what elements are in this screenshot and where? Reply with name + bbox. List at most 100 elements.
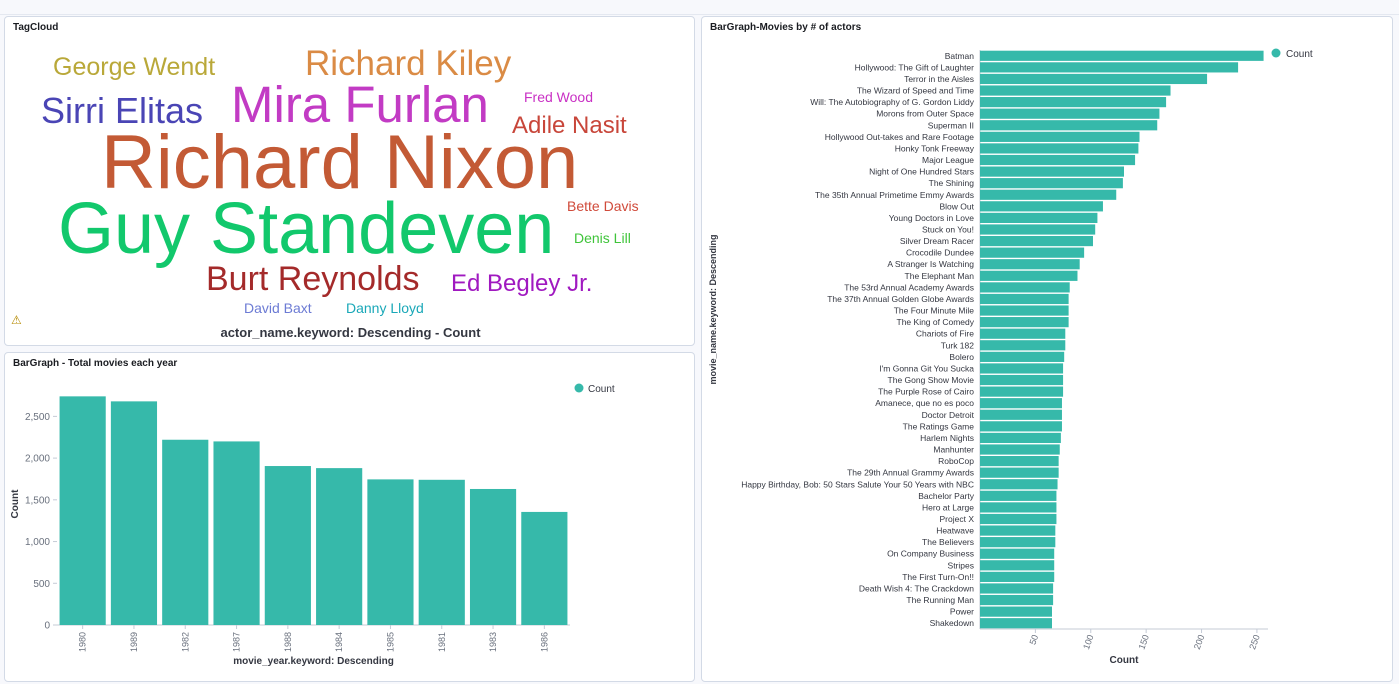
bar [980, 108, 1160, 119]
bar [980, 583, 1054, 594]
bar [980, 270, 1078, 281]
y-tick-label: Crocodile Dundee [906, 248, 974, 258]
y-tick-label: Hollywood: The Gift of Laughter [855, 62, 975, 72]
bar [980, 50, 1264, 61]
y-tick-label: 0 [44, 621, 50, 632]
tag[interactable]: Adile Nasit [512, 112, 627, 139]
bar [980, 455, 1059, 467]
bar [980, 259, 1080, 270]
bar [980, 224, 1096, 235]
tag[interactable]: Ed Begley Jr. [451, 270, 593, 297]
tag[interactable]: Burt Reynolds [206, 260, 420, 298]
bar [980, 594, 1054, 606]
y-tick-label: The First Turn-On!! [902, 572, 974, 582]
tag[interactable]: Richard Kiley [305, 44, 512, 83]
y-axis-title: movie_name.keyword: Descending [708, 234, 718, 384]
y-tick-label: 2,500 [25, 412, 50, 423]
y-tick-label: The Ratings Game [903, 421, 975, 431]
year-bar-chart: 0 500 1,000 1,500 2,000 2,500 1980 1989 1982 1987… [10, 383, 615, 667]
y-tick-label: Will: The Autobiography of G. Gordon Lid… [810, 97, 975, 107]
tag[interactable]: Richard Nixon [101, 120, 579, 205]
bar [521, 511, 568, 625]
bar [980, 85, 1171, 96]
bar [980, 548, 1055, 559]
legend-marker [574, 383, 584, 393]
movies-bar-chart-panel: BarGraph-Movies by # of actors Batman Hol… [701, 16, 1393, 682]
x-tick-label: 1988 [283, 632, 293, 652]
bar [980, 351, 1065, 362]
panel-title: BarGraph-Movies by # of actors [710, 22, 862, 33]
bar [980, 189, 1117, 200]
bar [980, 293, 1069, 305]
y-tick-label: Death Wish 4: The Crackdown [859, 583, 974, 593]
bar [59, 396, 106, 625]
tagcloud-panel: TagCloud George Wendt Richard Kiley Sirr… [4, 16, 695, 346]
bar [980, 560, 1055, 571]
legend-label: Count [588, 384, 615, 395]
y-tick-label: Stripes [948, 560, 974, 570]
y-tick-label: Doctor Detroit [922, 410, 975, 420]
bar [980, 432, 1061, 444]
x-tick-label: 1984 [334, 632, 344, 652]
tag[interactable]: Mira Furlan [231, 76, 489, 133]
y-tick-label: Young Doctors in Love [889, 213, 974, 223]
y-tick-label: Morons from Outer Space [876, 109, 974, 119]
bar [980, 571, 1055, 582]
bar [980, 340, 1066, 351]
y-tick-label: Major League [922, 155, 974, 165]
y-tick-label: The 37th Annual Golden Globe Awards [827, 294, 974, 304]
tag[interactable]: George Wendt [53, 53, 216, 81]
x-axis-title: movie_year.keyword: Descending [233, 656, 394, 667]
bar [980, 502, 1057, 513]
y-tick-label: Hollywood Out-takes and Rare Footage [825, 132, 975, 142]
y-tick-label: Terror in the Aisles [904, 74, 974, 84]
bar [980, 166, 1124, 177]
x-tick-label: 1983 [488, 632, 498, 652]
y-tick-label: Project X [940, 514, 975, 524]
bar [367, 479, 414, 625]
y-tick-label: Batman [945, 51, 975, 61]
bar [980, 398, 1062, 409]
bar [980, 317, 1069, 328]
bar [980, 363, 1064, 374]
bar [980, 154, 1136, 166]
bar [418, 479, 465, 625]
x-tick-label: 1989 [129, 632, 139, 652]
tag[interactable]: Denis Lill [574, 230, 631, 246]
tag[interactable]: David Baxt [244, 300, 312, 316]
y-tick-label: The Believers [922, 537, 974, 547]
bar [980, 282, 1070, 293]
bar [980, 143, 1139, 154]
tag[interactable]: Guy Standeven [58, 189, 555, 269]
x-tick-label: 1987 [232, 632, 242, 652]
bar [980, 374, 1064, 386]
bar [980, 97, 1167, 108]
y-tick-label: Night of One Hundred Stars [869, 167, 974, 177]
tag[interactable]: Fred Wood [524, 89, 593, 105]
y-tick-label: Silver Dream Racer [900, 236, 974, 246]
y-tick-label: 2,000 [25, 454, 50, 465]
bar [980, 178, 1123, 189]
x-tick-label: 250 [1247, 633, 1262, 651]
y-tick-label: I'm Gonna Git You Sucka [879, 363, 974, 373]
warning-icon[interactable]: ⚠ [11, 313, 22, 327]
y-tick-label: 1,000 [25, 537, 50, 548]
bar [980, 235, 1093, 247]
legend-label: Count [1286, 49, 1313, 60]
year-bar-chart-panel: BarGraph - Total movies each year 0 500 1,… [4, 352, 695, 682]
bar [980, 247, 1085, 258]
bar [980, 490, 1057, 501]
bar [980, 525, 1056, 536]
y-tick-label: Bachelor Party [918, 491, 974, 501]
tag[interactable]: Danny Lloyd [346, 300, 424, 316]
bar [980, 120, 1158, 131]
y-tick-label: Stuck on You! [922, 224, 974, 234]
x-tick-label: 1986 [539, 632, 549, 652]
y-tick-label: Manhunter [933, 445, 974, 455]
y-tick-label: A Stranger Is Watching [887, 259, 974, 269]
tag[interactable]: Sirri Elitas [41, 90, 204, 131]
tagcloud-caption: actor_name.keyword: Descending - Count [220, 325, 481, 340]
tag[interactable]: Bette Davis [567, 198, 639, 214]
y-tick-label: Heatwave [936, 526, 974, 536]
bar [110, 401, 158, 625]
